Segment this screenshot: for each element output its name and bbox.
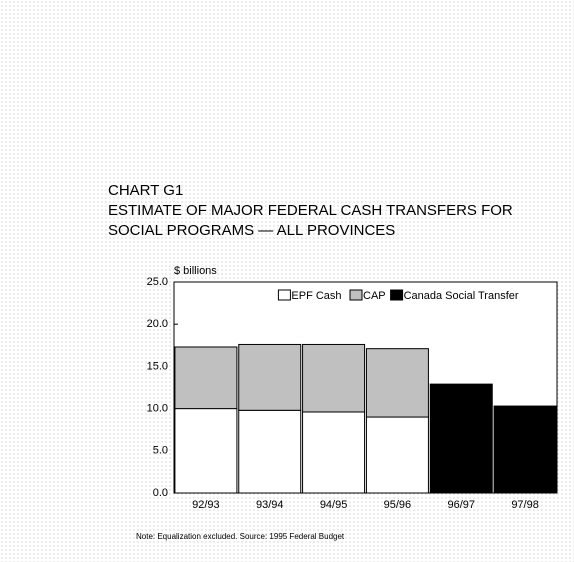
y-axis-label: $ billions (174, 265, 217, 277)
y-tick-label: 5.0 (153, 445, 168, 457)
legend-label: CAP (363, 290, 386, 302)
bar-segment (365, 416, 429, 494)
legend-swatch (277, 289, 291, 301)
plot-area (173, 281, 558, 494)
bar-segment (174, 408, 238, 494)
chart-title: ESTIMATE OF MAJOR FEDERAL CASH TRANSFERS… (108, 202, 513, 219)
bar-segment (174, 346, 238, 410)
legend-label: Canada Social Transfer (404, 290, 519, 302)
x-tick-label: 94/95 (320, 499, 348, 511)
y-tick-label: 20.0 (147, 318, 168, 330)
legend-swatch (349, 289, 363, 301)
x-tick-label: 95/96 (384, 499, 412, 511)
note: Note: Equalization excluded. Source: 199… (136, 532, 345, 541)
legend-label: EPF Cash (291, 290, 341, 302)
bar-segment (238, 409, 302, 494)
x-tick-label: 96/97 (447, 499, 475, 511)
bar-segment (238, 343, 302, 411)
bar-segment (302, 343, 366, 413)
x-tick-label: 92/93 (192, 499, 220, 511)
chart-title: CHART G1 (108, 182, 183, 199)
chart-title: SOCIAL PROGRAMS — ALL PROVINCES (108, 222, 395, 239)
y-tick-label: 10.0 (147, 403, 168, 415)
bar-segment (493, 405, 557, 494)
bar-segment (302, 411, 366, 494)
y-tick-label: 15.0 (147, 360, 168, 372)
bar-segment (429, 383, 493, 494)
x-tick-label: 97/98 (511, 499, 539, 511)
legend-swatch (390, 289, 404, 301)
x-tick-label: 93/94 (256, 499, 284, 511)
y-tick-label: 0.0 (153, 487, 168, 499)
y-tick-label: 25.0 (147, 276, 168, 288)
bar-segment (365, 348, 429, 418)
